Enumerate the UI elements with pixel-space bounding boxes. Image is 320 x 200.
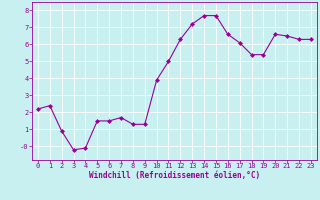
X-axis label: Windchill (Refroidissement éolien,°C): Windchill (Refroidissement éolien,°C) [89,171,260,180]
